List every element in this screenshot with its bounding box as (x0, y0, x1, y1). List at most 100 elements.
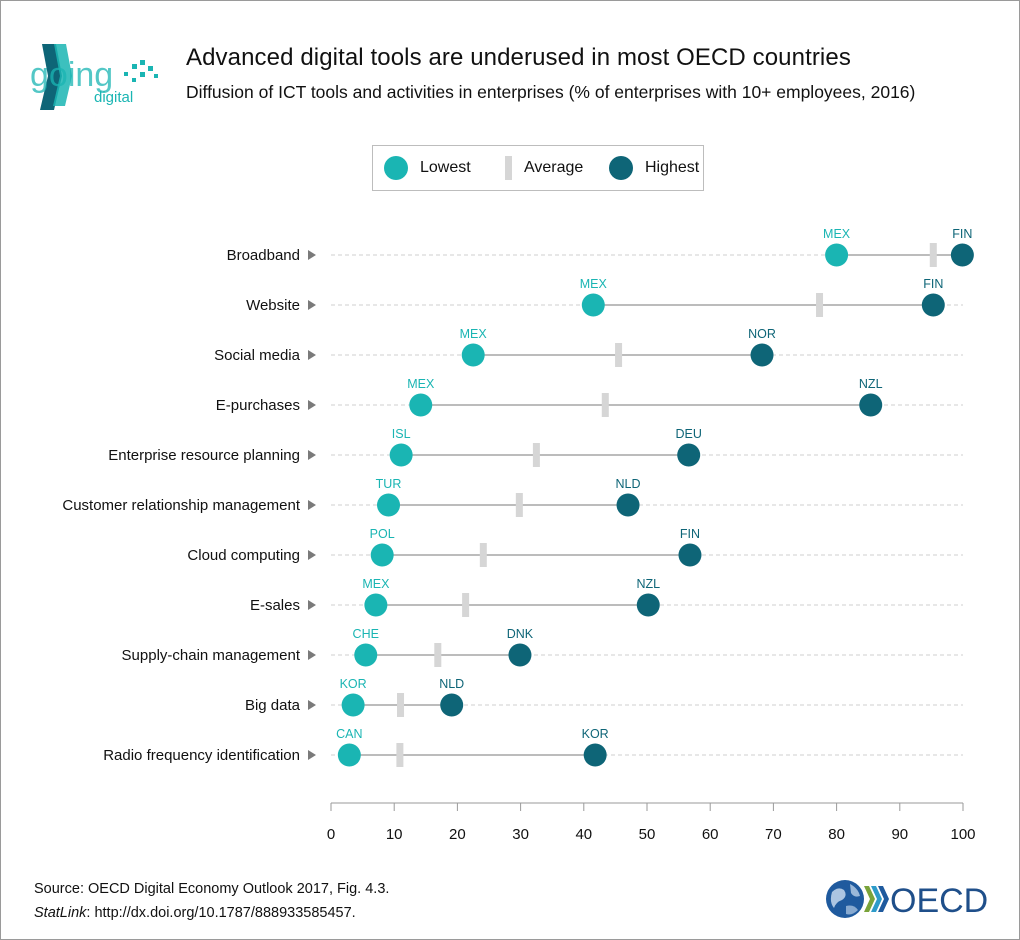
x-tick-label: 0 (327, 826, 335, 843)
statlink-label[interactable]: StatLink (34, 905, 87, 921)
category-arrow-icon (308, 650, 316, 660)
x-tick-label: 20 (449, 826, 466, 843)
average-marker (515, 493, 523, 517)
legend-lowest-marker (384, 156, 408, 180)
lowest-dot (341, 693, 365, 717)
chart-subtitle: Diffusion of ICT tools and activities in… (186, 82, 916, 102)
highest-country-label: FIN (923, 277, 943, 291)
x-tick-label: 70 (765, 826, 782, 843)
x-tick-label: 90 (891, 826, 908, 843)
category-label: E-sales (250, 597, 300, 614)
lowest-dot (354, 643, 378, 667)
lowest-dot (825, 243, 849, 267)
average-marker (601, 393, 609, 417)
lowest-dot (370, 543, 394, 567)
highest-country-label: NLD (439, 677, 464, 691)
category-arrow-icon (308, 700, 316, 710)
legend-item-highest: Highest (609, 146, 699, 190)
x-tick-label: 30 (512, 826, 529, 843)
lowest-country-label: TUR (376, 477, 402, 491)
highest-dot (636, 593, 660, 617)
category-arrow-icon (308, 550, 316, 560)
lowest-dot (581, 293, 605, 317)
x-tick-label: 100 (950, 826, 975, 843)
legend-lowest-label: Lowest (420, 159, 471, 176)
category-label: Supply-chain management (122, 647, 301, 664)
category-arrow-icon (308, 450, 316, 460)
legend-highest-label: Highest (645, 159, 700, 176)
category-arrow-icon (308, 350, 316, 360)
legend-item-lowest: Lowest (384, 146, 471, 190)
x-tick-label: 60 (702, 826, 719, 843)
highest-dot (921, 293, 945, 317)
lowest-country-label: MEX (460, 327, 488, 341)
average-marker (396, 743, 404, 767)
average-marker (397, 693, 405, 717)
statlink-note: StatLink: http://dx.doi.org/10.1787/8889… (34, 905, 356, 921)
legend: Lowest Average Highest (372, 145, 704, 191)
category-label: Broadband (227, 247, 300, 264)
category-label: Cloud computing (187, 547, 300, 564)
highest-country-label: FIN (680, 527, 700, 541)
lowest-country-label: MEX (362, 577, 390, 591)
logo-pixel-squares (124, 60, 158, 82)
going-digital-chevrons (40, 44, 72, 110)
lowest-country-label: POL (370, 527, 395, 541)
x-tick-label: 80 (828, 826, 845, 843)
category-arrow-icon (308, 400, 316, 410)
highest-country-label: DNK (507, 627, 534, 641)
highest-dot (583, 743, 607, 767)
average-marker (479, 543, 487, 567)
category-label: Customer relationship management (62, 497, 300, 514)
lowest-country-label: CHE (353, 627, 379, 641)
legend-highest-marker (609, 156, 633, 180)
lowest-dot (409, 393, 433, 417)
going-digital-logo: going digital (30, 44, 158, 110)
lowest-country-label: MEX (823, 227, 851, 241)
oecd-logo: OECD (826, 880, 988, 920)
highest-dot (508, 643, 532, 667)
lowest-dot (461, 343, 485, 367)
lowest-dot (377, 493, 401, 517)
x-tick-label: 40 (575, 826, 592, 843)
legend-average-marker (505, 156, 512, 180)
category-label: Big data (245, 697, 301, 714)
category-arrow-icon (308, 750, 316, 760)
highest-country-label: KOR (582, 727, 609, 741)
lowest-dot (364, 593, 388, 617)
average-marker (462, 593, 470, 617)
source-note: Source: OECD Digital Economy Outlook 201… (34, 881, 390, 897)
category-arrow-icon (308, 600, 316, 610)
lowest-country-label: ISL (392, 427, 411, 441)
oecd-chevrons (864, 886, 889, 912)
highest-dot (678, 543, 702, 567)
highest-country-label: NLD (616, 477, 641, 491)
lowest-dot (389, 443, 413, 467)
highest-country-label: NOR (748, 327, 776, 341)
logo-word-going: going (30, 56, 113, 94)
highest-dot (616, 493, 640, 517)
average-marker (532, 443, 540, 467)
lowest-country-label: MEX (580, 277, 608, 291)
category-arrow-icon (308, 500, 316, 510)
category-arrow-icon (308, 300, 316, 310)
highest-country-label: FIN (952, 227, 972, 241)
highest-dot (859, 393, 883, 417)
legend-average-label: Average (524, 159, 584, 176)
legend-item-average: Average (505, 146, 583, 190)
dot-range-chart: 0 10 20 30 40 50 60 70 80 90 100 Broadband MEX FIN Web… (62, 227, 975, 843)
category-label: Social media (214, 347, 301, 364)
statlink-url[interactable]: : http://dx.doi.org/10.1787/888933585457… (86, 905, 356, 921)
lowest-country-label: KOR (340, 677, 367, 691)
highest-country-label: DEU (676, 427, 702, 441)
highest-country-label: NZL (636, 577, 660, 591)
x-tick-label: 10 (386, 826, 403, 843)
x-tick-label: 50 (639, 826, 656, 843)
average-marker (929, 243, 937, 267)
average-marker (434, 643, 442, 667)
category-label: E-purchases (216, 397, 300, 414)
lowest-country-label: MEX (407, 377, 435, 391)
highest-dot (440, 693, 464, 717)
average-marker (615, 343, 623, 367)
highest-dot (677, 443, 701, 467)
